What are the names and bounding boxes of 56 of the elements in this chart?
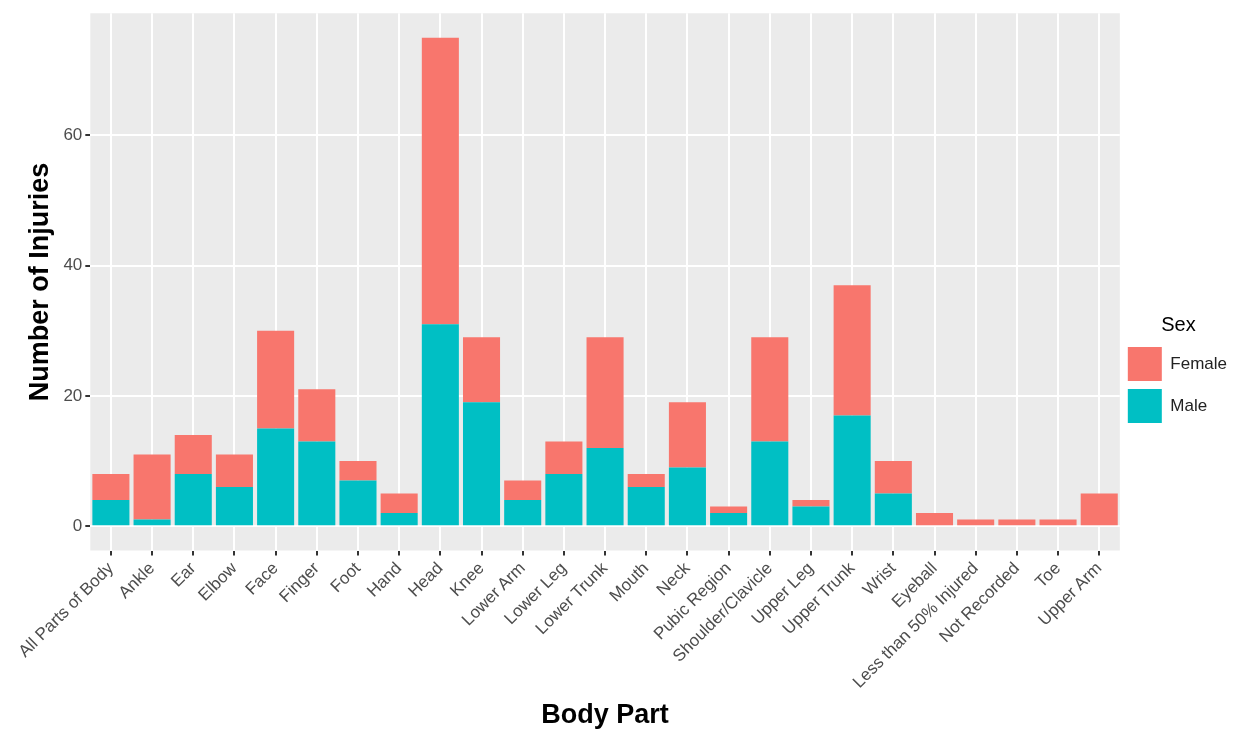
bar	[668, 467, 706, 526]
bar	[462, 337, 501, 403]
y-tick-label: 20	[63, 385, 83, 405]
y-axis-title: Number of Injuries	[23, 162, 54, 402]
bar	[174, 434, 212, 475]
y-tick-label: 40	[63, 255, 83, 275]
y-tick-label: 60	[63, 125, 83, 145]
bar	[957, 519, 995, 526]
x-tick-label: Toe	[1031, 558, 1065, 592]
bar	[257, 428, 295, 526]
bar	[133, 454, 171, 520]
bar	[380, 513, 418, 526]
bar	[627, 474, 665, 488]
bar	[710, 506, 748, 514]
bar	[586, 447, 624, 526]
bar	[792, 500, 830, 507]
bar	[874, 461, 912, 494]
bar	[133, 519, 171, 526]
bar	[421, 37, 459, 325]
bar	[421, 324, 459, 526]
bar	[215, 487, 253, 526]
bar	[174, 474, 212, 526]
bar	[545, 474, 583, 526]
bar	[504, 500, 542, 526]
bar	[586, 337, 624, 448]
y-tick-label: 0	[72, 515, 83, 535]
legend-label: Male	[1170, 395, 1208, 415]
legend-title: Sex	[1161, 312, 1196, 335]
bar	[998, 519, 1036, 526]
bar	[874, 493, 912, 526]
bar	[833, 285, 871, 416]
bar	[833, 415, 871, 526]
bar	[298, 441, 336, 526]
bar	[339, 480, 377, 526]
bar	[751, 441, 789, 526]
bar	[504, 480, 542, 501]
bar	[339, 461, 377, 481]
bar	[710, 513, 748, 526]
bar	[215, 454, 253, 488]
bar	[462, 402, 501, 526]
bar	[668, 402, 706, 468]
bar	[751, 337, 789, 442]
bar	[627, 487, 665, 526]
x-axis-title: Body Part	[541, 699, 669, 730]
bar	[1080, 493, 1118, 526]
bar	[1039, 519, 1077, 526]
bar	[792, 506, 830, 526]
bar	[915, 513, 954, 526]
bar	[92, 474, 130, 501]
bar	[380, 493, 418, 514]
legend-label: Female	[1170, 353, 1227, 373]
bar	[92, 500, 130, 526]
bar	[257, 330, 295, 429]
bar	[545, 441, 583, 475]
x-tick-label: Ear	[167, 558, 200, 591]
bar	[298, 389, 336, 442]
